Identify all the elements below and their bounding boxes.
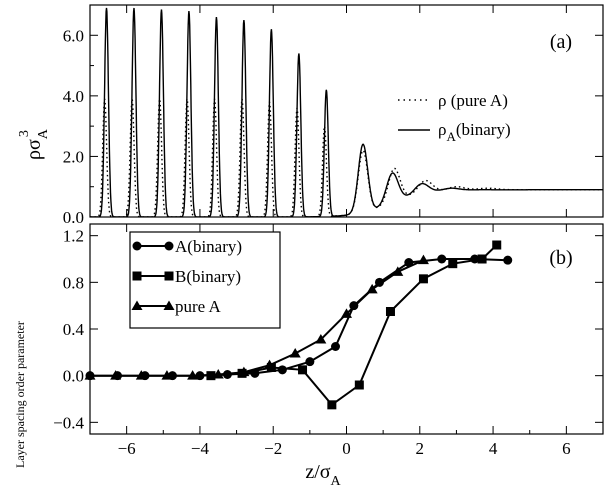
legend-b-marker [163,300,175,310]
series-b-binary-point [418,274,428,284]
series-b-binary-point [385,307,395,316]
panel-a-ytick-label: 0.0 [63,208,84,227]
panel-a-ylabel-sup: 3 [17,130,32,137]
panel-b-ytick-label: 0.4 [63,320,85,339]
series-pure-a-point [366,283,378,294]
series-b-binary-point [477,254,487,264]
legend-a-label-2-sub: A [446,129,456,144]
series-pure-a-point [264,359,276,370]
panel-b-xticks: −6 −4 −2 0 2 4 6 [89,224,604,458]
panel-a-yticks: 0.0 2.0 4.0 6.0 [63,5,603,227]
panel-b-xtick-label: 2 [416,439,425,458]
panel-b-xtick-label: −2 [264,439,282,458]
panel-a-legend: ρ (pure A) ρA(binary) [398,91,511,144]
legend-a-label-2-base: ρ [438,120,446,139]
series-a-binary-point [503,255,513,265]
series-a-binary-point [305,357,315,367]
series-pure-a-point [341,308,352,318]
series-b-binary-point [448,259,458,269]
panel-a-ylabel: ρσA3 [17,128,51,160]
legend-a-label-2: ρA(binary) [438,120,511,144]
panel-b-ytick-label: −0.4 [53,413,84,432]
panel-b-series [84,240,513,410]
panel-b-xtick-label: −6 [118,439,136,458]
series-b-binary-point [298,365,308,375]
panel-b-tag: (b) [549,247,572,269]
series-pure-a-line [90,259,424,377]
series-pure-a-point [392,266,404,276]
legend-b-marker [132,271,142,281]
legend-b-box [129,231,281,329]
panel-b-xlabel: z/σA [305,461,341,487]
panel-a-ytick-label: 2.0 [63,147,84,166]
legend-a-label-1-base: ρ (pure A) [438,91,508,110]
panel-a-frame [89,4,604,218]
legend-b-marker [164,271,174,281]
series-a-binary-point [437,254,447,264]
series-pure-a-point [135,370,147,380]
panel-b-xtick-label: 0 [342,439,351,458]
series-pure-a-point [161,370,173,380]
panel-a-curves [90,7,603,217]
panel-b-xtick-label: 4 [489,439,498,458]
series-a-binary-point [277,365,287,375]
panel-b-ytick-label: 1.2 [63,227,84,246]
panel-b-xlabel-base: z/σ [305,461,330,483]
panel-a: 0.02.04.06.0 (a) ρσA3 ρ (pure A) ρA(bina… [17,4,604,227]
series-pure-a-point [212,369,224,379]
panel-b-xtick-label: −4 [191,439,210,458]
panel-a-ylabel-text: ρσA3 [17,128,51,160]
series-pure-a-point [187,370,199,380]
panel-a-ytick-label: 4.0 [63,87,84,106]
panel-a-ytick-label: 6.0 [63,26,84,45]
legend-b-marker [131,300,143,310]
legend-b-label: B(binary) [175,267,241,286]
series-a-binary-curve [90,7,603,217]
legend-b-label: pure A [175,297,222,316]
series-b-binary-point [492,240,502,250]
series-b-binary-point [354,380,364,390]
legend-a-label-1: ρ (pure A) [438,91,508,110]
legend-b-label: A(binary) [175,237,242,256]
series-pure-a-curve [90,98,603,217]
series-pure-a-point [417,254,429,265]
panel-a-ylabel-sub: A [36,128,51,139]
series-pure-a-point [110,370,122,380]
legend-b-marker [164,241,174,251]
panel-b-legend: A(binary) B(binary) pure A [129,231,281,329]
series-a-binary-point [331,342,341,351]
panel-b-xlabel-sub: A [331,474,342,487]
series-a-binary-point [374,277,384,287]
panel-b-xtick-label: 6 [562,439,571,458]
panel-a-tag: (a) [550,31,572,53]
legend-b-marker [132,241,142,251]
series-pure-a-point [84,370,96,380]
panel-a-ylabel-base: ρσ [23,139,45,160]
legend-a-label-2-tail: (binary) [456,120,511,139]
series-pure-a-point [238,366,250,377]
panel-b: −6 −4 −2 0 2 4 6 −0.4 0.0 0.4 0.8 1.2 (b) Layer sp… [13,223,604,487]
panel-b-ytick-label: 0.8 [63,273,84,292]
series-b-binary-point [327,400,337,410]
series-pure-a-point [315,334,327,344]
panel-b-ytick-label: 0.0 [63,367,84,386]
series-pure-a-point [289,348,301,358]
panel-b-ylabel: Layer spacing order parameter [13,321,27,468]
